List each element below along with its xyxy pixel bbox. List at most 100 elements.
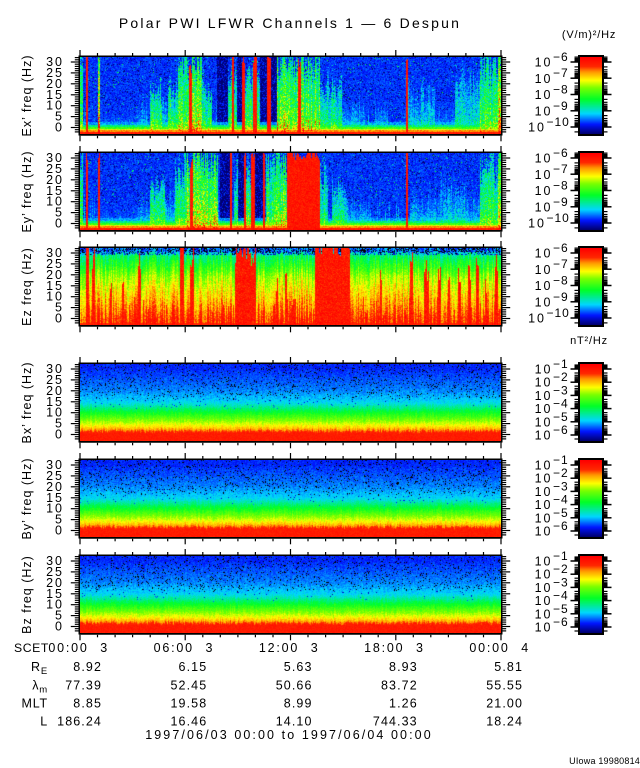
svg-text:8.99: 8.99 bbox=[284, 697, 313, 711]
svg-text:10: 10 bbox=[535, 104, 553, 118]
svg-text:−5: −5 bbox=[553, 410, 569, 424]
svg-text:Bx’ freq (Hz): Bx’ freq (Hz) bbox=[20, 362, 34, 444]
svg-text:−8: −8 bbox=[553, 83, 569, 97]
svg-text:−6: −6 bbox=[553, 615, 569, 629]
svg-text:52.45: 52.45 bbox=[170, 679, 207, 693]
svg-text:−1: −1 bbox=[553, 549, 569, 563]
svg-text:RE: RE bbox=[31, 660, 48, 677]
svg-text:−6: −6 bbox=[553, 423, 569, 437]
svg-text:18:00: 18:00 bbox=[364, 641, 404, 655]
svg-text:30: 30 bbox=[46, 246, 64, 260]
svg-text:10: 10 bbox=[535, 363, 553, 377]
svg-text:10: 10 bbox=[528, 217, 546, 231]
svg-text:00:00: 00:00 bbox=[48, 641, 88, 655]
svg-text:30: 30 bbox=[46, 362, 64, 376]
svg-text:−10: −10 bbox=[547, 211, 570, 225]
svg-text:10: 10 bbox=[46, 406, 64, 420]
svg-text:5.63: 5.63 bbox=[284, 660, 313, 674]
svg-text:10: 10 bbox=[535, 72, 553, 86]
svg-text:Ez freq (Hz): Ez freq (Hz) bbox=[20, 247, 34, 326]
svg-text:0: 0 bbox=[55, 620, 64, 634]
svg-text:0: 0 bbox=[55, 121, 64, 135]
svg-text:15: 15 bbox=[46, 587, 64, 601]
svg-text:UIowa 19980814: UIowa 19980814 bbox=[569, 756, 640, 766]
svg-text:4: 4 bbox=[521, 641, 528, 655]
svg-text:−10: −10 bbox=[547, 306, 570, 320]
svg-text:5: 5 bbox=[55, 513, 64, 527]
svg-text:Polar PWI LFWR Channels 1 — 6: Polar PWI LFWR Channels 1 — 6 Despun bbox=[119, 15, 461, 31]
svg-text:25: 25 bbox=[46, 469, 64, 483]
svg-text:8.85: 8.85 bbox=[73, 697, 102, 711]
svg-text:30: 30 bbox=[46, 151, 64, 165]
svg-text:20: 20 bbox=[46, 384, 64, 398]
svg-text:186.24: 186.24 bbox=[57, 715, 102, 729]
svg-text:−8: −8 bbox=[553, 274, 569, 288]
svg-text:−4: −4 bbox=[553, 397, 569, 411]
svg-text:21.00: 21.00 bbox=[486, 697, 523, 711]
svg-text:12:00: 12:00 bbox=[259, 641, 299, 655]
svg-text:−7: −7 bbox=[553, 162, 569, 176]
svg-text:−7: −7 bbox=[553, 66, 569, 80]
svg-text:10: 10 bbox=[528, 121, 546, 135]
svg-text:10: 10 bbox=[46, 598, 64, 612]
svg-text:MLT: MLT bbox=[22, 697, 48, 711]
svg-text:−3: −3 bbox=[553, 575, 569, 589]
svg-text:30: 30 bbox=[46, 554, 64, 568]
svg-text:−6: −6 bbox=[553, 241, 569, 255]
svg-text:3: 3 bbox=[100, 641, 107, 655]
svg-text:25: 25 bbox=[46, 565, 64, 579]
svg-text:15: 15 bbox=[46, 279, 64, 293]
svg-text:55.55: 55.55 bbox=[486, 679, 523, 693]
svg-text:15: 15 bbox=[46, 491, 64, 505]
svg-text:−8: −8 bbox=[553, 179, 569, 193]
svg-text:nT²/Hz: nT²/Hz bbox=[570, 335, 608, 347]
svg-text:−2: −2 bbox=[553, 466, 569, 480]
svg-text:19.58: 19.58 bbox=[170, 697, 207, 711]
svg-text:Ex’ freq (Hz): Ex’ freq (Hz) bbox=[20, 55, 34, 137]
svg-text:10: 10 bbox=[535, 568, 553, 582]
svg-text:10: 10 bbox=[535, 511, 553, 525]
svg-text:5: 5 bbox=[55, 206, 64, 220]
svg-text:5.81: 5.81 bbox=[494, 660, 523, 674]
svg-text:20: 20 bbox=[46, 268, 64, 282]
svg-text:10: 10 bbox=[535, 184, 553, 198]
svg-text:10: 10 bbox=[535, 485, 553, 499]
svg-text:14.10: 14.10 bbox=[276, 715, 313, 729]
svg-text:10: 10 bbox=[535, 459, 553, 473]
svg-text:30: 30 bbox=[46, 458, 64, 472]
svg-text:10: 10 bbox=[535, 152, 553, 166]
svg-text:00:00: 00:00 bbox=[469, 641, 509, 655]
svg-text:0: 0 bbox=[55, 312, 64, 326]
svg-text:−7: −7 bbox=[553, 257, 569, 271]
svg-text:25: 25 bbox=[46, 257, 64, 271]
svg-text:15: 15 bbox=[46, 184, 64, 198]
svg-text:−6: −6 bbox=[553, 519, 569, 533]
svg-text:20: 20 bbox=[46, 576, 64, 590]
svg-text:Ey’ freq (Hz): Ey’ freq (Hz) bbox=[20, 151, 34, 233]
svg-text:744.33: 744.33 bbox=[373, 715, 418, 729]
svg-text:0: 0 bbox=[55, 428, 64, 442]
svg-text:−2: −2 bbox=[553, 562, 569, 576]
svg-text:6.15: 6.15 bbox=[179, 660, 208, 674]
svg-text:10: 10 bbox=[535, 263, 553, 277]
svg-text:10: 10 bbox=[535, 88, 553, 102]
svg-text:L: L bbox=[40, 715, 48, 729]
svg-text:−3: −3 bbox=[553, 383, 569, 397]
svg-text:10: 10 bbox=[535, 581, 553, 595]
svg-text:8.93: 8.93 bbox=[389, 660, 418, 674]
svg-text:0: 0 bbox=[55, 217, 64, 231]
svg-text:10: 10 bbox=[535, 247, 553, 261]
svg-text:−10: −10 bbox=[547, 115, 570, 129]
svg-text:10: 10 bbox=[535, 376, 553, 390]
svg-text:10: 10 bbox=[535, 498, 553, 512]
svg-text:10: 10 bbox=[535, 279, 553, 293]
svg-text:−6: −6 bbox=[553, 50, 569, 64]
svg-text:−3: −3 bbox=[553, 479, 569, 493]
svg-text:10: 10 bbox=[535, 389, 553, 403]
svg-text:0: 0 bbox=[55, 524, 64, 538]
svg-text:18.24: 18.24 bbox=[486, 715, 523, 729]
svg-text:−1: −1 bbox=[553, 357, 569, 371]
svg-text:10: 10 bbox=[528, 312, 546, 326]
svg-text:1997/06/03 00:00 to 1997/06/04: 1997/06/03 00:00 to 1997/06/04 00:00 bbox=[145, 728, 433, 742]
svg-text:−5: −5 bbox=[553, 602, 569, 616]
